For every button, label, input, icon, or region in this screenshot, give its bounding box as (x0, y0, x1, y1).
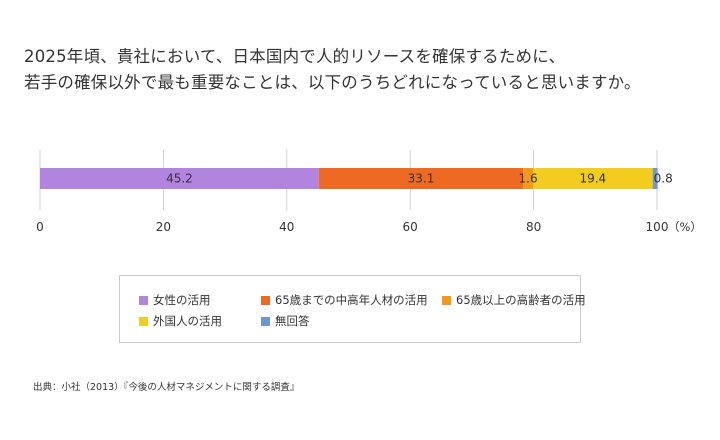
legend-label: 65歳までの中高年人材の活用 (275, 293, 428, 307)
x-tick-label: 60 (403, 220, 418, 234)
bar-segment (652, 168, 658, 189)
legend: 女性の活用 65歳までの中高年人材の活用 65歳以上の高齢者の活用外国人の活用 無回答 (119, 275, 586, 343)
data-label: 1.6 (519, 172, 538, 186)
legend-item: 女性の活用 (139, 292, 211, 308)
legend-swatch (139, 295, 148, 305)
legend-item: 65歳までの中高年人材の活用 (261, 292, 428, 308)
chart-title: 2025年頃、貴社において、日本国内で人的リソースを確保するために、 若手の確保… (24, 44, 704, 96)
source-note: 出典：小社（2013）『今後の人材マネジメントに関する調査』 (33, 382, 300, 393)
data-label: 19.4 (579, 172, 606, 186)
legend-item: 65歳以上の高齢者の活用 (442, 292, 586, 308)
title-line-2: 若手の確保以外で最も重要なことは、以下のうちどれになっていると思いますか。 (24, 73, 641, 92)
legend-label: 外国人の活用 (153, 314, 222, 328)
legend-swatch (261, 295, 270, 305)
legend-item: 無回答 (261, 313, 310, 329)
bar-segment (532, 168, 653, 189)
x-tick-label: 80 (526, 220, 541, 234)
bar-segment (523, 168, 533, 189)
legend-swatch (442, 295, 451, 305)
legend-swatch (261, 316, 270, 326)
legend-swatch (139, 316, 148, 326)
x-tick-label: 100 (646, 220, 669, 234)
x-axis-unit: （%） (668, 220, 702, 234)
legend-item: 外国人の活用 (139, 313, 222, 329)
data-label: 33.1 (408, 172, 435, 186)
title-line-1: 2025年頃、貴社において、日本国内で人的リソースを確保するために、 (24, 47, 566, 66)
legend-label: 女性の活用 (153, 293, 211, 307)
x-tick-label: 40 (279, 220, 294, 234)
legend-label: 無回答 (275, 314, 310, 328)
bar-segment (318, 168, 524, 189)
x-tick-label: 0 (36, 220, 44, 234)
data-label: 0.8 (654, 172, 673, 186)
data-label: 45.2 (166, 172, 193, 186)
legend-label: 65歳以上の高齢者の活用 (456, 293, 586, 307)
bar-segment (40, 168, 319, 189)
x-tick-label: 20 (156, 220, 171, 234)
